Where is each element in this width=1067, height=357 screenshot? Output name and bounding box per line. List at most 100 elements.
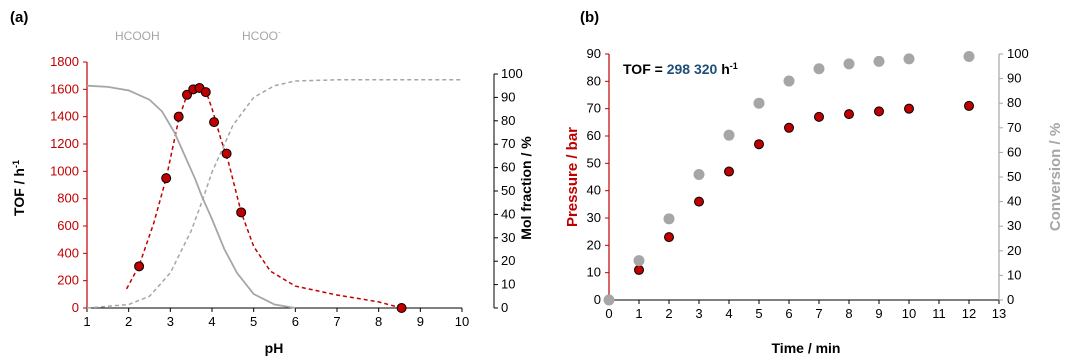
pressure-point	[814, 111, 824, 122]
pressure-point	[634, 264, 644, 275]
panel-a-ytick-right-label: 40	[501, 206, 515, 221]
panel-a-xtick-label: 3	[167, 314, 174, 329]
panel-a-xtick-label: 2	[125, 314, 132, 329]
panel-b-tick-labels: 0 1 2 3 4 5 6 7 8 9 10 11 12 130102030405060708090010…	[587, 46, 1029, 321]
panel-a-xtick-label: 1	[83, 314, 90, 329]
panel-a-ytick-right-label: 90	[501, 89, 515, 104]
panel-a-ytick-right-label: 80	[501, 113, 515, 128]
panel-a-ytick-left-label: 1600	[50, 81, 79, 96]
panel-a-tof-point	[134, 261, 145, 272]
panel-a-ytick-right-label: 70	[501, 136, 515, 151]
panel-a-xtick-label: 6	[292, 314, 299, 329]
panel-b-ytick-right-label: 40	[1007, 194, 1021, 209]
panel-b-ytick-right-label: 10	[1007, 267, 1021, 282]
conversion-point	[753, 97, 765, 109]
panel-b-xtick-label: 5	[755, 306, 762, 321]
panel-a-ytick-left-label: 200	[57, 273, 79, 288]
panel-b-points	[603, 50, 975, 306]
panel-b-xtick-label: 9	[875, 306, 882, 321]
panel-a-ytick-right-label: 100	[501, 66, 523, 81]
panel-b-xtick-label: 10	[902, 306, 916, 321]
annotation-hcoo: HCOO-	[242, 28, 281, 43]
panel-b-xlabel: Time / min	[772, 340, 841, 356]
annotation-hcooh: HCOOH	[115, 29, 160, 43]
panel-a-ytick-left-label: 600	[57, 218, 79, 233]
conversion-point	[693, 169, 705, 181]
panel-b-xtick-label: 11	[932, 306, 946, 321]
panel-a-dashed-fit-line	[125, 86, 402, 309]
panel-a-points	[134, 82, 407, 313]
pressure-point	[694, 196, 704, 207]
panel-b-ytick-left-label: 0	[594, 292, 601, 307]
panel-a-curves	[86, 79, 462, 309]
panel-b-xtick-label: 2	[665, 306, 672, 321]
conversion-point	[963, 50, 975, 62]
conversion-point	[723, 129, 735, 141]
pressure-point	[844, 109, 854, 120]
panel-b-ytick-left-label: 60	[587, 128, 601, 143]
panel-b-ytick-left-label: 40	[587, 183, 601, 198]
panel-b-ytick-right-label: 50	[1007, 169, 1021, 184]
panel-a-xtick-label: 4	[208, 314, 215, 329]
panel-b-ytick-left-label: 70	[587, 101, 601, 116]
pressure-point	[784, 122, 794, 133]
conversion-point	[783, 75, 795, 87]
pressure-point	[964, 100, 974, 111]
panel-a-ytick-left-label: 1800	[50, 54, 79, 69]
tof-annotation: TOF = 298 320 h-1	[623, 61, 738, 77]
conversion-point	[813, 63, 825, 75]
panel-b-ytick-right-label: 30	[1007, 218, 1021, 233]
conversion-point	[633, 255, 645, 267]
panel-a-tick-labels: 1 2 3 4 5 6 7 8 9 1002004006008001000120014001600…	[50, 54, 523, 329]
panel-a-tof-point	[173, 111, 184, 122]
panel-b-xtick-label: 7	[815, 306, 822, 321]
panel-b-ytick-right-label: 20	[1007, 243, 1021, 258]
panel-b-label: (b)	[580, 9, 599, 26]
conversion-point	[663, 213, 675, 225]
panel-a-tof-point	[396, 303, 407, 313]
panel-a-xtick-label: 10	[455, 314, 469, 329]
pressure-point	[904, 103, 914, 114]
pressure-point	[754, 139, 764, 150]
panel-b-ylabel-right: Conversion / %	[1047, 123, 1064, 231]
panel-b-ytick-left-label: 90	[587, 46, 601, 61]
panel-b-ytick-right-label: 0	[1007, 292, 1014, 307]
panel-a-ytick-left-label: 1000	[50, 163, 79, 178]
panel-b-xtick-label: 0	[605, 306, 612, 321]
conversion-point	[603, 294, 615, 306]
panel-b-xtick-label: 1	[635, 306, 642, 321]
panel-a-ylabel-left: TOF / h-1	[11, 160, 27, 216]
pressure-point	[724, 166, 734, 177]
panel-b-ytick-right-label: 90	[1007, 71, 1021, 86]
panel-a-label: (a)	[10, 9, 28, 26]
panel-a-xlabel: pH	[265, 340, 284, 356]
panel-a-tof-point	[182, 89, 192, 100]
panel-a-axes	[83, 61, 498, 312]
panel-a-ytick-left-label: 1200	[50, 136, 79, 151]
pressure-point	[874, 106, 884, 117]
panel-b-ytick-right-label: 70	[1007, 120, 1021, 135]
panel-a-ytick-right-label: 10	[501, 277, 515, 292]
panel-a-xtick-label: 9	[417, 314, 424, 329]
panel-b-xtick-label: 13	[992, 306, 1006, 321]
panel-a-ytick-left-label: 400	[57, 245, 79, 260]
panel-b-xtick-label: 3	[695, 306, 702, 321]
panel-a-solid-fraction-line	[86, 84, 296, 309]
panel-b-ytick-right-label: 80	[1007, 95, 1021, 110]
panel-b-ytick-left-label: 10	[587, 265, 601, 280]
panel-a-tof-point	[161, 173, 172, 184]
panel-b-ytick-right-label: 100	[1007, 46, 1029, 61]
panel-a-ytick-left-label: 1400	[50, 109, 79, 124]
panel-a-xtick-label: 7	[333, 314, 340, 329]
panel-b-xtick-label: 8	[845, 306, 852, 321]
panel-a-ylabel-right: Mol fraction / %	[518, 136, 534, 240]
panel-a-tof-point	[209, 117, 220, 128]
panel-a-tof-point	[221, 148, 232, 159]
panel-b-axes	[605, 53, 1003, 304]
panel-b-ylabel-left: Pressure / bar	[564, 127, 581, 227]
conversion-point	[903, 53, 915, 65]
panel-a-tof-point	[236, 207, 247, 218]
conversion-point	[843, 58, 855, 70]
panel-a-ytick-left-label: 800	[57, 191, 79, 206]
